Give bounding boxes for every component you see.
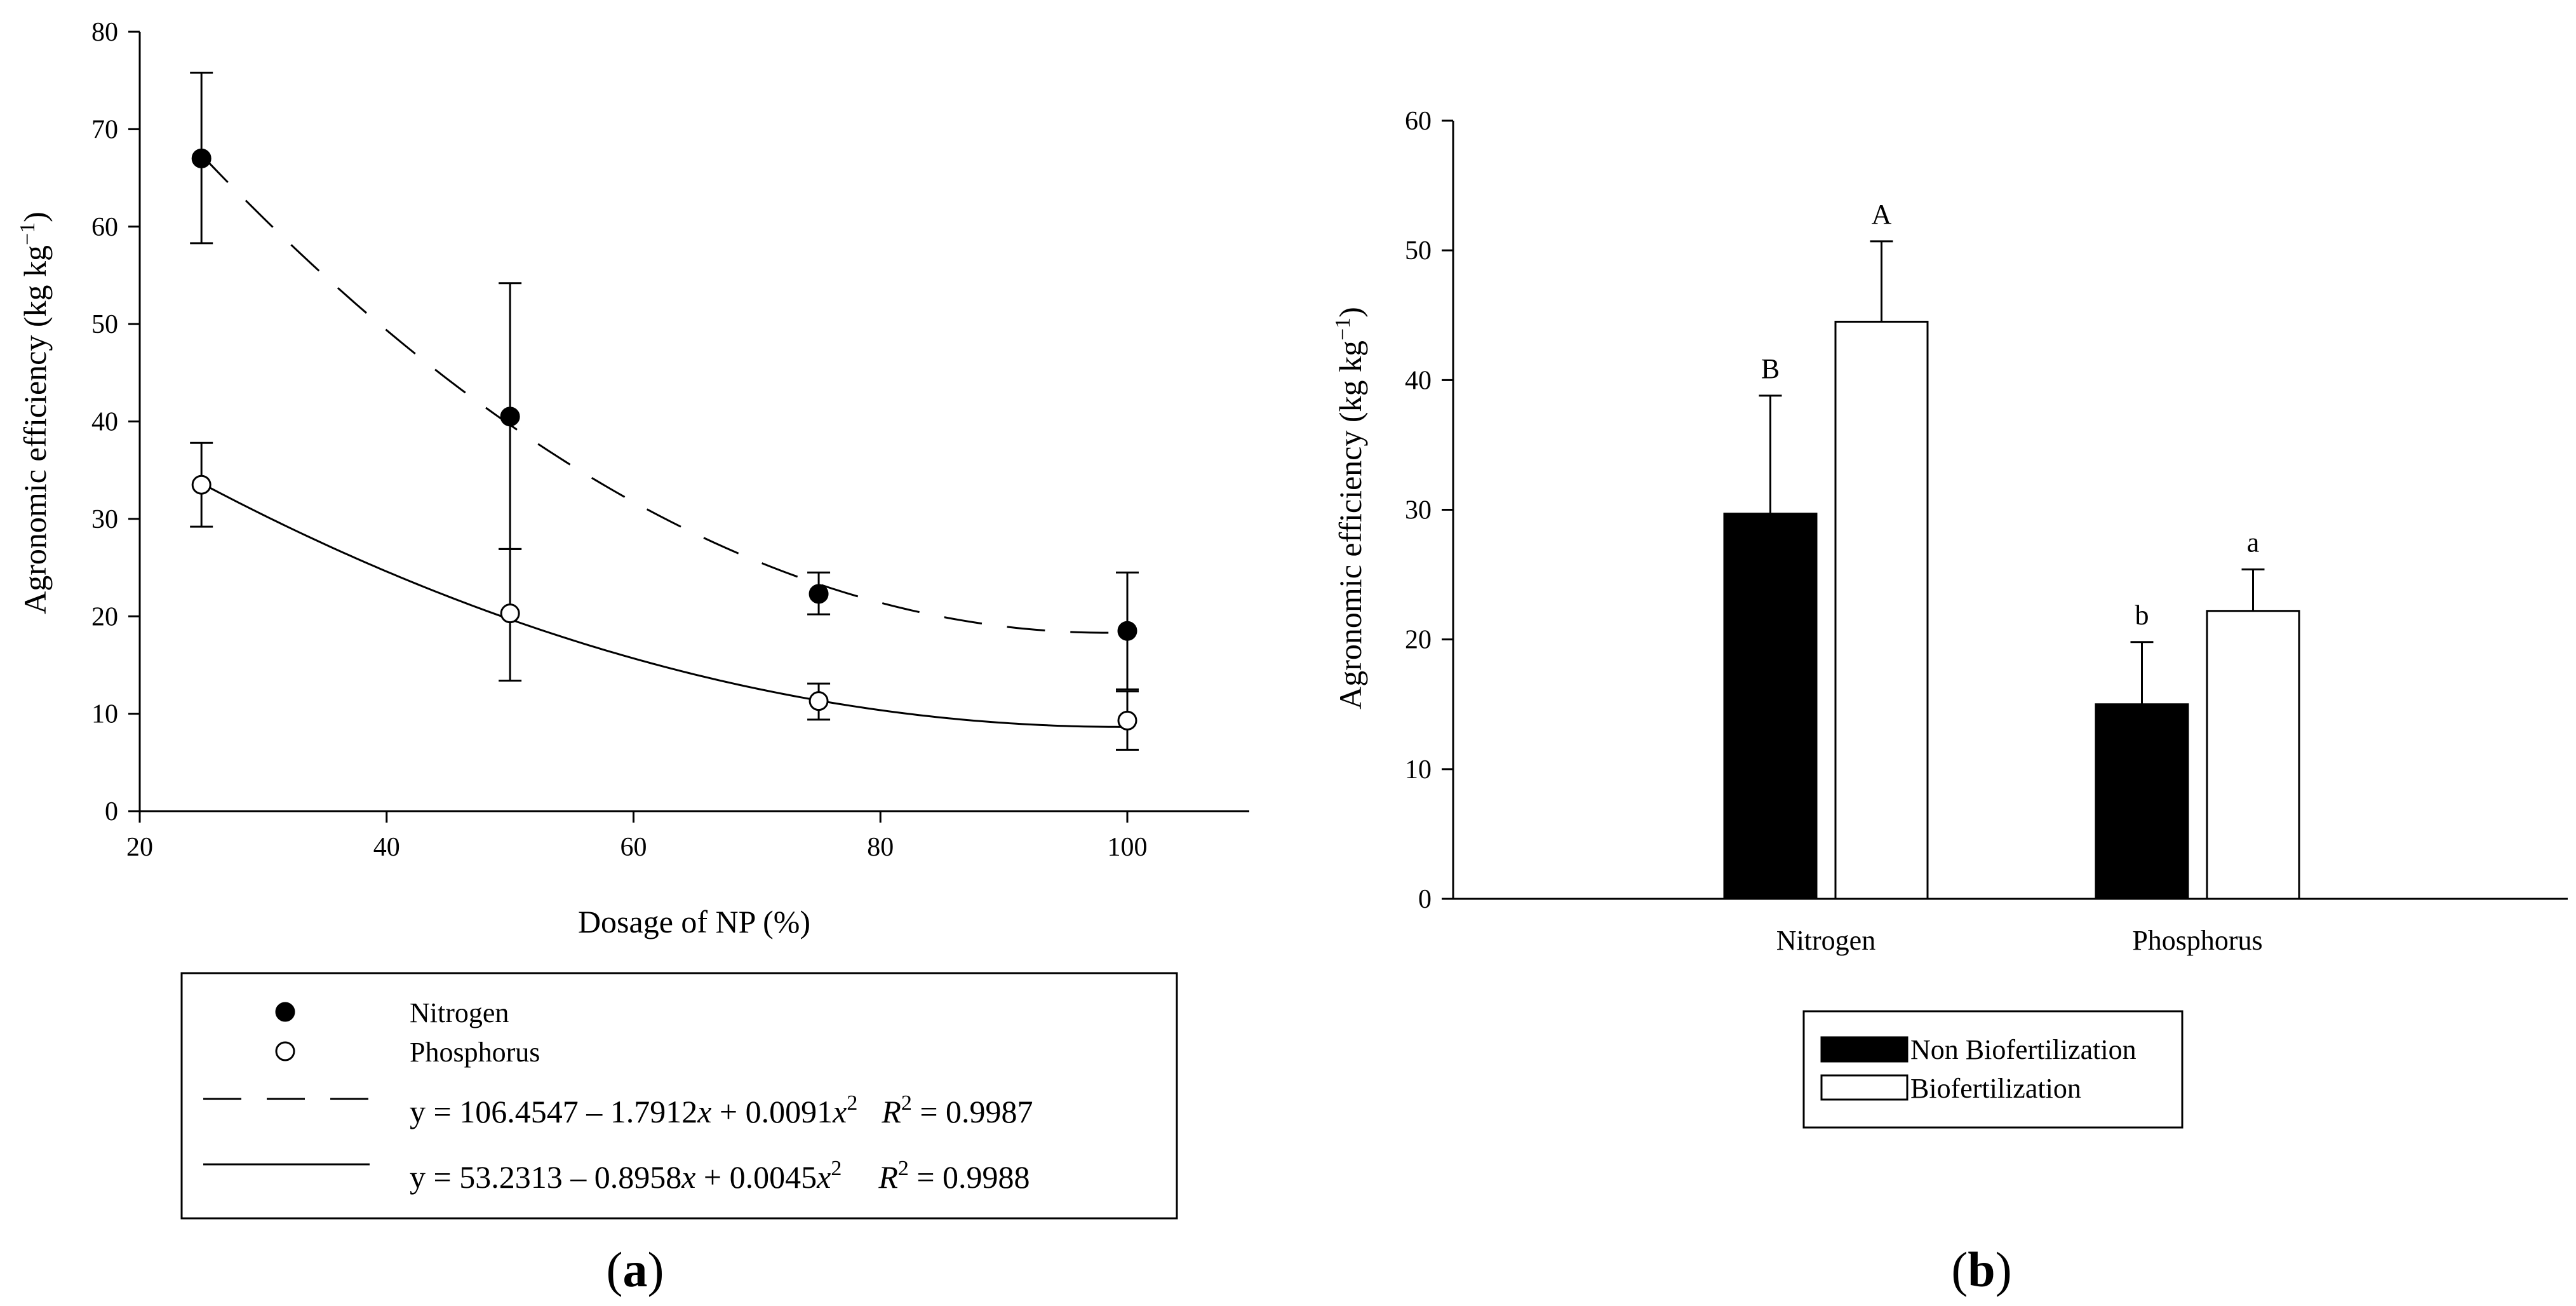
b-y-tick-label: 30 bbox=[1405, 496, 1432, 525]
significance-letter: b bbox=[2135, 600, 2149, 631]
legend-biofertilization-label: Biofertilization bbox=[1910, 1073, 2081, 1104]
panel-a-x-ticks: 20 40 60 80 100 bbox=[126, 811, 1148, 862]
panel-b-y-ticks: 0 10 20 30 40 50 60 bbox=[1405, 107, 1453, 914]
panel-a-fit-curves bbox=[201, 154, 1128, 728]
a-y-tick-label: 30 bbox=[91, 505, 118, 534]
significance-letter: a bbox=[2247, 527, 2260, 558]
legend-phosphorus-label: Phosphorus bbox=[410, 1037, 540, 1068]
category-label-phosphorus: Phosphorus bbox=[2132, 925, 2262, 956]
b-legend-box bbox=[1802, 1010, 2184, 1129]
panel-b-error-bars bbox=[1759, 240, 2265, 704]
a-x-tick-label: 20 bbox=[126, 833, 153, 862]
a-x-tick-label: 40 bbox=[373, 833, 400, 862]
a-y-tick-label: 50 bbox=[91, 310, 118, 339]
significance-letter: B bbox=[1761, 353, 1780, 384]
panel-a-error-bars bbox=[190, 71, 1139, 751]
biofertilization-bar-phosphorus bbox=[2206, 610, 2300, 900]
b-y-tick-label: 0 bbox=[1418, 885, 1432, 914]
b-y-tick-label: 40 bbox=[1405, 366, 1432, 395]
phosphorus-data-point bbox=[808, 691, 829, 711]
a-y-tick-label: 0 bbox=[105, 797, 118, 826]
panel-b-category-labels: Nitrogen Phosphorus bbox=[1776, 925, 2263, 956]
a-y-tick-label: 70 bbox=[91, 115, 118, 144]
legend-nitrogen-marker bbox=[275, 1002, 295, 1022]
legend-phosphorus-equation: y = 53.2313 – 0.8958x + 0.0045x2 R2 = 0.9… bbox=[410, 1157, 1030, 1195]
panel-a-points bbox=[191, 148, 1137, 730]
panel-a-line-chart: 0 10 20 30 40 50 60 70 80 20 40 60 80 100 Dosage of … bbox=[16, 18, 1249, 1297]
panel-a-label: (a) bbox=[607, 1242, 664, 1297]
a-y-axis-label: Agronomic efficiency (kg kg−1) bbox=[16, 212, 53, 614]
legend-phosphorus-marker bbox=[275, 1041, 295, 1061]
phosphorus-data-point bbox=[1117, 710, 1137, 730]
b-y-tick-label: 50 bbox=[1405, 236, 1432, 266]
a-x-tick-label: 60 bbox=[621, 833, 647, 862]
nitrogen-data-point bbox=[1117, 621, 1137, 641]
b-y-tick-label: 10 bbox=[1405, 755, 1432, 784]
a-y-tick-label: 40 bbox=[91, 408, 118, 437]
nitrogen-data-point bbox=[500, 407, 520, 427]
panel-b-bar-chart: 0 10 20 30 40 50 60 B Ab a Nitrogen Phosphorus Ag… bbox=[1331, 107, 2568, 1297]
panel-b-significance-letters: B Ab a bbox=[1761, 199, 2259, 631]
legend-non-biofertilization-label: Non Biofertilization bbox=[1910, 1034, 2137, 1065]
nitrogen-data-point bbox=[808, 584, 829, 604]
panel-a-y-ticks: 0 10 20 30 40 50 60 70 80 bbox=[91, 18, 140, 826]
a-x-axis-label: Dosage of NP (%) bbox=[578, 904, 810, 939]
a-legend-box bbox=[180, 972, 1178, 1220]
a-y-tick-label: 60 bbox=[91, 213, 118, 242]
legend-nitrogen-equation: y = 106.4547 – 1.7912x + 0.0091x2 R2 = 0.… bbox=[410, 1091, 1033, 1129]
a-x-tick-label: 100 bbox=[1108, 833, 1148, 862]
b-y-tick-label: 60 bbox=[1405, 107, 1432, 136]
phosphorus-data-point bbox=[500, 603, 520, 624]
legend-nitrogen-label: Nitrogen bbox=[410, 997, 509, 1028]
panel-a-axes bbox=[138, 32, 1249, 812]
a-y-tick-label: 80 bbox=[91, 18, 118, 47]
b-y-tick-label: 20 bbox=[1405, 626, 1432, 655]
panel-b-axes bbox=[1452, 121, 2568, 900]
panel-a-legend: Nitrogen Phosphorus y = 106.4547 – 1.791… bbox=[180, 972, 1178, 1220]
b-y-axis-label: Agronomic efficiency (kg kg−1) bbox=[1331, 307, 1368, 710]
nitrogen-fit-curve bbox=[201, 154, 1128, 634]
significance-letter: A bbox=[1872, 199, 1892, 230]
legend-non-biofertilization-swatch bbox=[1820, 1036, 1909, 1063]
a-x-tick-label: 80 bbox=[867, 833, 894, 862]
a-y-tick-label: 20 bbox=[91, 602, 118, 631]
biofertilization-bar-nitrogen bbox=[1834, 320, 1929, 900]
non-biofertilization-bar-nitrogen bbox=[1723, 513, 1818, 900]
nitrogen-data-point bbox=[191, 148, 211, 168]
phosphorus-data-point bbox=[191, 475, 211, 495]
panel-b-legend: Non Biofertilization Biofertilization bbox=[1802, 1010, 2184, 1129]
phosphorus-fit-curve bbox=[201, 482, 1128, 728]
non-biofertilization-bar-phosphorus bbox=[2095, 703, 2189, 900]
a-y-tick-label: 10 bbox=[91, 700, 118, 729]
panel-b-bars bbox=[1723, 320, 2300, 900]
legend-biofertilization-swatch bbox=[1820, 1074, 1909, 1101]
category-label-nitrogen: Nitrogen bbox=[1776, 925, 1875, 956]
panel-b-label: (b) bbox=[1951, 1242, 2011, 1297]
